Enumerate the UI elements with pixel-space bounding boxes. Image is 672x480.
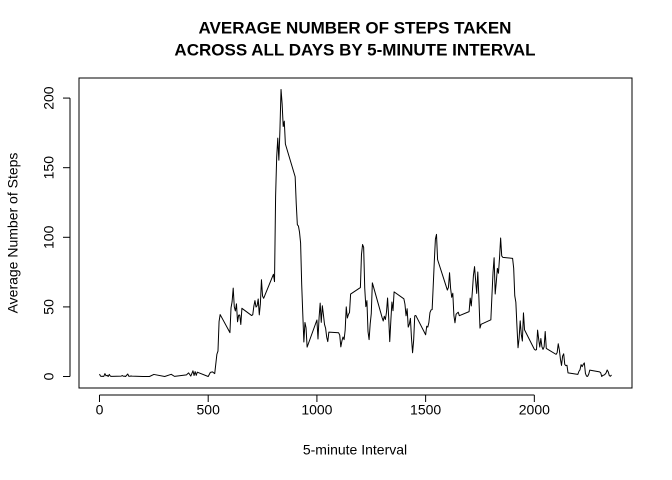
data-line [99,88,612,378]
x-tick-label: 1000 [301,402,332,418]
x-tick-label: 1500 [410,402,441,418]
y-tick-label: 150 [41,156,57,180]
y-tick-label: 0 [41,372,57,380]
x-tick-label: 0 [96,402,104,418]
y-tick-label: 50 [41,299,57,315]
y-tick-label: 100 [41,225,57,249]
plot-frame [78,77,633,389]
chart-title: ACROSS ALL DAYS BY 5-MINUTE INTERVAL [174,40,535,59]
x-tick-label: 500 [197,402,221,418]
y-tick-label: 200 [41,86,57,110]
x-axis-label: 5-minute Interval [303,442,407,458]
x-tick-label: 2000 [519,402,550,418]
chart-title: AVERAGE NUMBER OF STEPS TAKEN [199,18,512,37]
y-axis-label: Average Number of Steps [5,153,21,314]
